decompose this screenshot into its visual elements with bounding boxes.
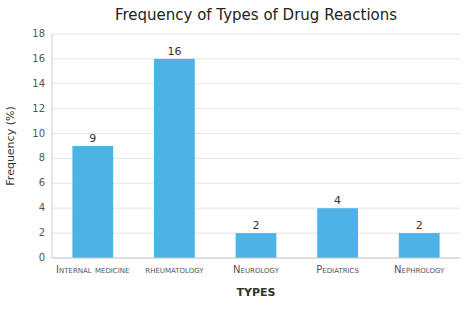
chart: 0 2 4 6 8 10 12 14 16 18 9 16 2 4 2 Internal medicine rh… [0,0,474,310]
bars [72,59,439,258]
y-tick-label: 2 [39,227,45,238]
x-axis-line [52,258,460,259]
data-label: 16 [167,45,181,58]
x-axis-label: TYPES [237,286,276,299]
data-label: 2 [253,219,260,232]
y-grid [52,34,460,258]
y-tick-label: 16 [32,53,45,64]
grid-line [52,108,460,109]
bar [236,233,277,258]
x-tick-labels: Internal medicine rheumatology Neurology Pe… [56,264,445,275]
bar [399,233,440,258]
grid-line [52,258,460,259]
y-tick-label: 6 [39,177,45,188]
x-tick-label: Pediatrics [316,264,359,275]
bar [154,59,195,258]
data-label: 4 [334,194,341,207]
y-tick-label: 4 [39,202,45,213]
chart-container: 0 2 4 6 8 10 12 14 16 18 9 16 2 4 2 Internal medicine rh… [0,0,474,310]
y-tick-label: 10 [32,128,45,139]
y-tick-label: 14 [32,78,45,89]
chart-title: Frequency of Types of Drug Reactions [115,6,397,24]
y-tick-label: 12 [32,103,45,114]
y-tick-label: 18 [32,28,45,39]
y-tick-label: 0 [39,252,45,263]
bar [317,208,358,258]
data-labels: 9 16 2 4 2 [89,45,422,232]
data-label: 2 [416,219,423,232]
y-axis-line [52,34,53,258]
grid-line [52,133,460,134]
grid-line [52,83,460,84]
grid-line [52,34,460,35]
y-tick-label: 8 [39,152,45,163]
data-label: 9 [89,132,96,145]
bar [72,146,113,258]
x-tick-label: Internal medicine [56,264,129,275]
y-axis-label: Frequency (%) [4,106,17,185]
x-tick-label: rheumatology [145,264,204,275]
grid-line [52,58,460,59]
x-tick-label: Nephrology [394,264,445,275]
x-tick-label: Neurology [233,264,280,275]
y-tick-labels: 0 2 4 6 8 10 12 14 16 18 [32,28,45,263]
